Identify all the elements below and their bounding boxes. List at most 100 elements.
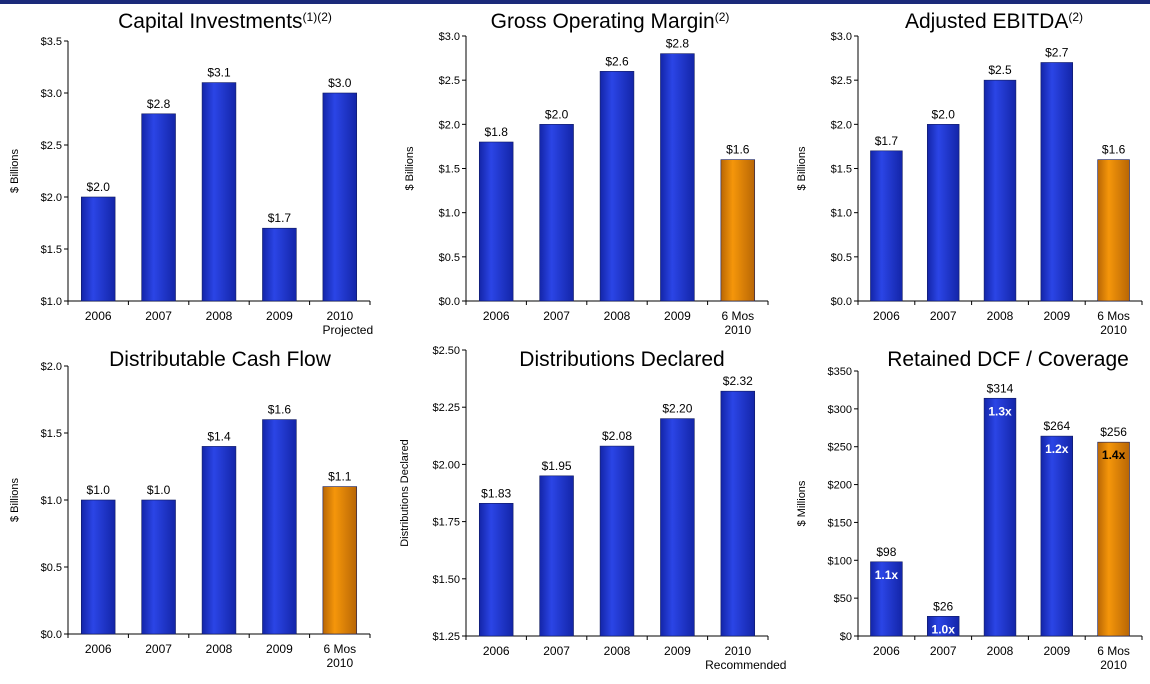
y-tick-label: $1.5 (439, 164, 460, 176)
bar-2006 (870, 150, 903, 302)
data-label: $2.08 (602, 429, 632, 443)
bar-6-mos (322, 486, 358, 635)
bar-2009 (262, 419, 297, 635)
y-tick-label: $1.50 (432, 574, 460, 586)
x-tick-label: 2007 (145, 309, 172, 323)
bar-2006 (80, 196, 116, 302)
y-axis-label: $ Billions (796, 146, 808, 191)
x-tick-label: 2008 (206, 309, 233, 323)
chart-title: Adjusted EBITDA(2) (905, 10, 1083, 33)
chart-title-text: Retained DCF / Coverage (887, 348, 1129, 371)
x-tick-label: 2007 (543, 309, 570, 323)
data-label: $1.6 (1102, 143, 1126, 157)
x-tick-label: 6 Mos (1097, 309, 1130, 323)
y-axis-label: $ Billions (9, 148, 21, 193)
y-tick-label: $1.0 (831, 208, 852, 220)
data-label: $2.8 (147, 97, 171, 111)
bar-2006 (478, 502, 514, 637)
y-tick-label: $0.5 (439, 252, 460, 264)
y-tick-label: $0.5 (41, 562, 62, 574)
chart-4: Distributable Cash Flow $ Billions $0.0 $0.… (9, 348, 371, 670)
data-label: $2.7 (1045, 46, 1069, 60)
chart-title: Retained DCF / Coverage (887, 348, 1129, 371)
chart-title-text: Gross Operating Margin (491, 10, 715, 33)
data-label: $1.7 (875, 134, 899, 148)
x-tick-sublabel: 2010 (1100, 323, 1127, 337)
data-label: $1.83 (481, 486, 511, 500)
x-tick-label: 2006 (483, 644, 510, 658)
data-label: $2.5 (988, 63, 1012, 77)
y-tick-label: $2.00 (432, 459, 460, 471)
bar-2010 (322, 92, 358, 302)
y-tick-label: $1.75 (432, 517, 460, 529)
chart-3: Adjusted EBITDA(2) $ Billions $0.0 $0.5 $1.0… (796, 10, 1143, 337)
y-tick-label: $2.0 (41, 192, 62, 204)
y-tick-label: $1.5 (41, 428, 62, 440)
bar-2007 (141, 113, 176, 302)
x-tick-label: 2006 (85, 309, 112, 323)
y-tick-label: $2.50 (432, 345, 460, 357)
y-tick-label: $150 (828, 517, 852, 529)
bar-2007 (539, 124, 574, 302)
y-tick-label: $1.25 (432, 631, 460, 643)
y-tick-label: $1.0 (41, 495, 62, 507)
y-tick-label: $2.5 (831, 75, 852, 87)
data-label: $1.6 (268, 403, 292, 417)
x-tick-label: 2010 (326, 309, 353, 323)
x-tick-label: 2006 (873, 644, 900, 658)
y-tick-label: $50 (834, 593, 852, 605)
x-tick-label: 2009 (1043, 309, 1070, 323)
x-tick-sublabel: Projected (322, 323, 373, 337)
coverage-label: 1.1x (875, 568, 899, 582)
data-label: $2.32 (723, 374, 753, 388)
chart-2: Gross Operating Margin(2) $ Billions $0.0 $… (404, 10, 769, 337)
y-tick-label: $300 (828, 404, 852, 416)
chart-title: Distributions Declared (519, 348, 724, 371)
x-tick-label: 2010 (724, 644, 751, 658)
chart-5: Distributions Declared Distributions Decl… (399, 345, 786, 672)
x-tick-label: 6 Mos (323, 642, 356, 656)
bar-2010 (720, 390, 756, 637)
bar-6-mos (720, 159, 756, 302)
chart-1: Capital Investments(1)(2) $ Billions $1.0 $… (9, 10, 373, 337)
y-tick-label: $3.0 (439, 31, 460, 43)
y-tick-label: $350 (828, 366, 852, 378)
bar-2008 (201, 82, 237, 302)
coverage-label: 1.2x (1045, 442, 1069, 456)
y-tick-label: $0.0 (439, 296, 460, 308)
data-label: $1.1 (328, 470, 352, 484)
x-tick-label: 2007 (930, 644, 957, 658)
data-label: $1.0 (147, 483, 171, 497)
bar-2006 (478, 141, 514, 302)
chart-title-footnote-ref: (2) (715, 10, 730, 24)
x-tick-label: 2008 (987, 309, 1014, 323)
data-label: $264 (1043, 419, 1070, 433)
x-tick-label: 6 Mos (721, 309, 754, 323)
y-tick-label: $0 (840, 631, 852, 643)
x-tick-sublabel: 2010 (724, 323, 751, 337)
y-tick-label: $200 (828, 480, 852, 492)
data-label: $98 (876, 545, 896, 559)
data-label: $1.6 (726, 143, 750, 157)
data-label: $3.1 (207, 66, 231, 80)
x-tick-sublabel: Recommended (705, 658, 786, 672)
bar-2006 (80, 499, 116, 635)
y-tick-label: $2.25 (432, 402, 460, 414)
y-tick-label: $1.5 (831, 164, 852, 176)
bar-2009 (1040, 435, 1074, 637)
chart-title-text: Distributable Cash Flow (109, 348, 332, 371)
y-tick-label: $3.5 (41, 36, 62, 48)
y-tick-label: $2.0 (41, 361, 62, 373)
bar-2009 (1040, 62, 1074, 302)
x-tick-label: 2008 (987, 644, 1014, 658)
bar-2007 (539, 475, 574, 637)
bar-2009 (660, 53, 695, 302)
x-tick-label: 2007 (145, 642, 172, 656)
chart-title-text: Distributions Declared (519, 348, 724, 371)
bar-2008 (599, 445, 635, 637)
bar-6-mos (1097, 159, 1130, 302)
data-label: $2.8 (666, 37, 690, 51)
data-label: $2.0 (932, 107, 956, 121)
y-tick-label: $250 (828, 442, 852, 454)
